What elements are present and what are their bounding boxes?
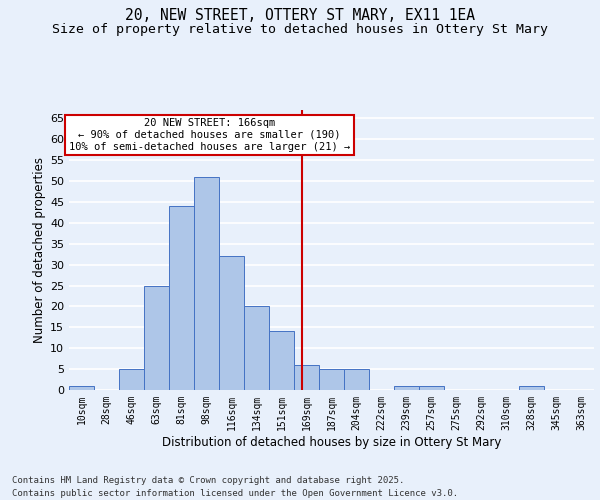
Bar [269,332,294,390]
Text: 20, NEW STREET, OTTERY ST MARY, EX11 1EA: 20, NEW STREET, OTTERY ST MARY, EX11 1EA [125,8,475,22]
Bar [219,256,244,390]
Y-axis label: Number of detached properties: Number of detached properties [33,157,46,343]
X-axis label: Distribution of detached houses by size in Ottery St Mary: Distribution of detached houses by size … [162,436,501,448]
Bar [119,369,144,390]
Bar [144,286,169,390]
Text: 20 NEW STREET: 166sqm
← 90% of detached houses are smaller (190)
10% of semi-det: 20 NEW STREET: 166sqm ← 90% of detached … [69,118,350,152]
Bar [319,369,344,390]
Bar [419,386,444,390]
Bar [169,206,194,390]
Bar [69,386,94,390]
Bar [394,386,419,390]
Bar [194,177,219,390]
Bar [519,386,544,390]
Bar [344,369,369,390]
Bar [244,306,269,390]
Bar [294,365,319,390]
Text: Size of property relative to detached houses in Ottery St Mary: Size of property relative to detached ho… [52,22,548,36]
Text: Contains HM Land Registry data © Crown copyright and database right 2025.: Contains HM Land Registry data © Crown c… [12,476,404,485]
Text: Contains public sector information licensed under the Open Government Licence v3: Contains public sector information licen… [12,488,458,498]
